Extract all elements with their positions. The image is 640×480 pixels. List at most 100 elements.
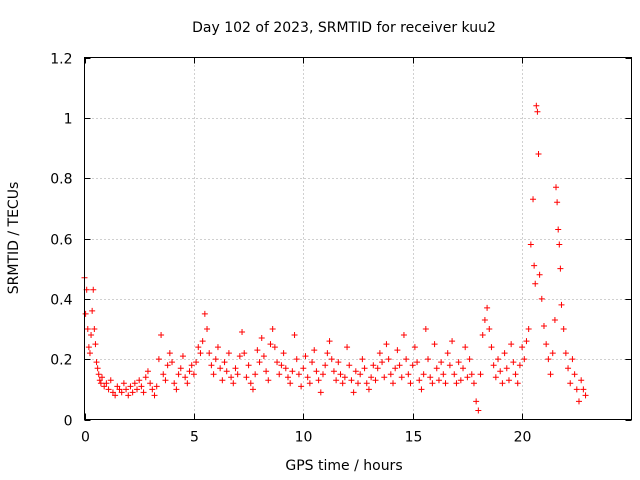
data-point	[538, 295, 545, 302]
data-point	[387, 371, 394, 378]
grid-layer	[84, 57, 632, 420]
data-point	[534, 108, 541, 115]
data-point	[182, 374, 189, 381]
data-point	[355, 380, 361, 387]
data-point	[166, 350, 173, 357]
data-point	[492, 374, 499, 381]
data-point	[120, 380, 127, 387]
data-point	[328, 356, 335, 363]
data-point	[315, 377, 322, 384]
data-point	[214, 344, 221, 351]
data-point	[284, 374, 291, 381]
data-point	[545, 356, 552, 363]
data-point	[309, 359, 316, 366]
data-point	[151, 392, 158, 399]
data-point	[554, 199, 561, 206]
data-point	[142, 374, 149, 381]
data-point	[311, 347, 318, 354]
data-point	[249, 386, 256, 393]
data-point	[140, 389, 147, 396]
data-point	[103, 380, 110, 387]
data-point	[379, 359, 386, 366]
data-point	[267, 341, 274, 348]
data-point	[383, 341, 390, 348]
data-point	[392, 365, 399, 372]
data-point	[326, 338, 333, 345]
data-point	[422, 326, 429, 332]
data-point	[239, 329, 246, 336]
data-point	[374, 365, 381, 372]
data-point	[164, 362, 171, 369]
data-point	[234, 371, 241, 378]
x-tick-label: 20	[514, 430, 532, 446]
data-point	[451, 371, 458, 378]
data-point	[109, 389, 116, 396]
data-point	[514, 380, 521, 387]
data-point	[177, 365, 184, 372]
data-point	[536, 271, 543, 278]
data-point	[352, 368, 359, 375]
data-point	[385, 356, 392, 363]
data-point	[144, 368, 151, 375]
data-point	[89, 307, 96, 314]
data-point	[462, 344, 469, 351]
data-point	[232, 365, 239, 372]
data-point	[569, 356, 576, 363]
data-point	[475, 407, 482, 414]
data-point	[551, 316, 558, 323]
data-point	[556, 241, 563, 248]
data-point	[481, 316, 488, 323]
data-point	[543, 341, 550, 348]
data-point	[287, 380, 294, 387]
data-point	[125, 392, 132, 399]
data-point	[206, 350, 213, 357]
data-point	[208, 362, 215, 369]
x-tick-label: 5	[190, 430, 199, 446]
data-point	[319, 371, 326, 378]
data-point	[519, 344, 526, 351]
data-point	[298, 383, 305, 390]
data-point	[184, 380, 191, 387]
data-point	[147, 380, 154, 387]
data-point	[365, 386, 372, 393]
data-point	[580, 386, 587, 393]
data-point	[582, 392, 589, 399]
data-point	[195, 344, 202, 351]
data-point	[258, 335, 265, 342]
data-point	[523, 338, 530, 345]
data-point	[241, 350, 248, 357]
data-point	[97, 380, 104, 387]
data-point	[217, 365, 224, 372]
chart-title: Day 102 of 2023, SRMTID for receiver kuu…	[192, 20, 496, 36]
data-point	[91, 326, 98, 332]
data-point	[394, 347, 401, 354]
data-point	[521, 356, 528, 363]
data-point	[361, 365, 368, 372]
data-point	[346, 362, 353, 369]
data-point	[571, 371, 578, 378]
data-point	[278, 362, 285, 369]
data-point	[90, 286, 97, 293]
data-point	[540, 322, 547, 329]
data-point	[455, 359, 462, 366]
data-point	[317, 389, 324, 396]
ticks-layer: 0 5 10 15 20 0 0.2 0.4 0.6 0.8 1 1.2	[50, 52, 632, 446]
data-point	[357, 371, 364, 378]
x-tick-label: 10	[295, 430, 313, 446]
data-point	[131, 380, 138, 387]
data-point	[295, 371, 302, 378]
data-point	[171, 380, 178, 387]
data-point	[403, 356, 410, 363]
data-point	[547, 371, 554, 378]
data-point	[368, 374, 375, 381]
data-point	[94, 365, 101, 372]
data-point	[193, 359, 200, 366]
data-point	[473, 398, 480, 405]
data-point	[405, 371, 412, 378]
data-point	[525, 326, 532, 332]
data-point	[553, 184, 560, 191]
data-point	[162, 377, 169, 384]
x-axis-label: GPS time / hours	[285, 458, 402, 474]
data-point	[535, 151, 542, 158]
data-point	[431, 341, 438, 348]
